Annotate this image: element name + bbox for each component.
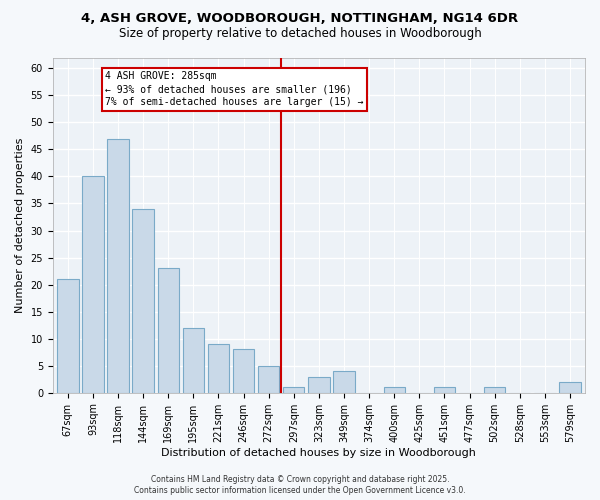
X-axis label: Distribution of detached houses by size in Woodborough: Distribution of detached houses by size …	[161, 448, 476, 458]
Text: Size of property relative to detached houses in Woodborough: Size of property relative to detached ho…	[119, 28, 481, 40]
Text: 4 ASH GROVE: 285sqm
← 93% of detached houses are smaller (196)
7% of semi-detach: 4 ASH GROVE: 285sqm ← 93% of detached ho…	[106, 71, 364, 108]
Y-axis label: Number of detached properties: Number of detached properties	[15, 138, 25, 313]
Bar	[182, 328, 204, 392]
Bar	[334, 371, 355, 392]
Bar	[434, 388, 455, 392]
Text: Contains HM Land Registry data © Crown copyright and database right 2025.: Contains HM Land Registry data © Crown c…	[151, 475, 449, 484]
Bar	[82, 176, 104, 392]
Bar	[233, 350, 254, 393]
Bar	[208, 344, 229, 393]
Text: Contains public sector information licensed under the Open Government Licence v3: Contains public sector information licen…	[134, 486, 466, 495]
Text: 4, ASH GROVE, WOODBOROUGH, NOTTINGHAM, NG14 6DR: 4, ASH GROVE, WOODBOROUGH, NOTTINGHAM, N…	[82, 12, 518, 26]
Bar	[107, 138, 129, 392]
Bar	[133, 209, 154, 392]
Bar	[158, 268, 179, 392]
Bar	[258, 366, 280, 392]
Bar	[484, 388, 505, 392]
Bar	[283, 388, 304, 392]
Bar	[57, 279, 79, 392]
Bar	[383, 388, 405, 392]
Bar	[308, 376, 329, 392]
Bar	[559, 382, 581, 392]
